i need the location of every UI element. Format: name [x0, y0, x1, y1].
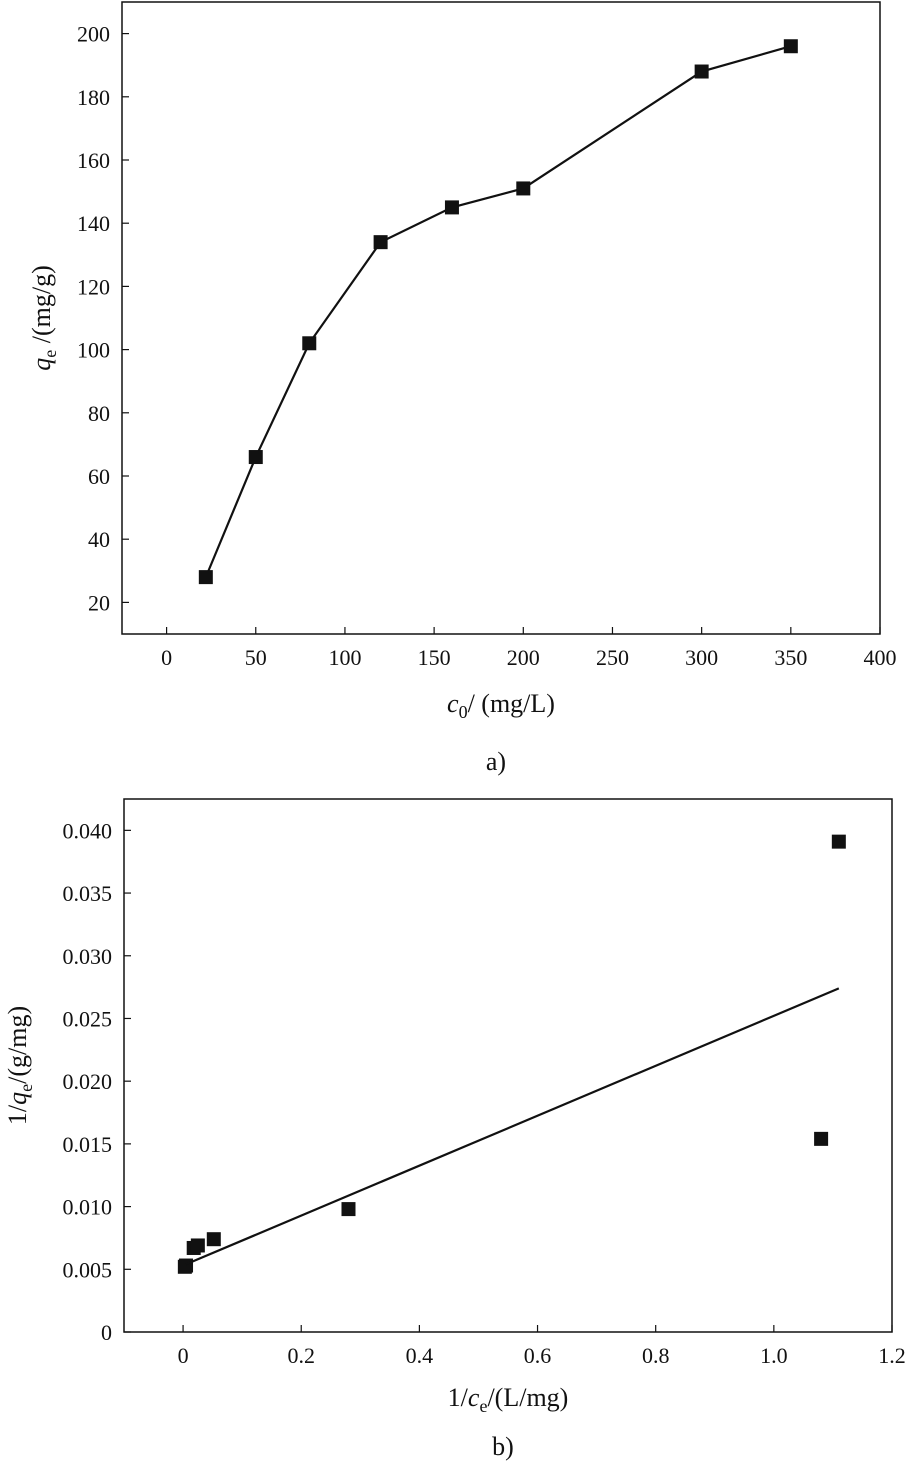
data-point: [831, 834, 846, 849]
x-axis-label: 1/ce/(L/mg): [448, 1383, 569, 1416]
y-tick-label: 180: [77, 85, 110, 110]
y-tick-label: 0.025: [63, 1006, 113, 1031]
data-point: [814, 1131, 829, 1146]
y-tick-label: 0.040: [63, 818, 113, 843]
data-point: [198, 570, 213, 585]
y-tick-label: 0.010: [63, 1195, 113, 1220]
y-tick-label: 0.005: [63, 1257, 113, 1282]
data-point: [341, 1202, 356, 1217]
data-point: [179, 1258, 194, 1273]
y-tick-label: 0.035: [63, 881, 113, 906]
y-tick-label: 0.020: [63, 1069, 113, 1094]
series-line: [204, 45, 792, 578]
y-tick-label: 140: [77, 211, 110, 236]
y-tick-label: 0: [101, 1320, 112, 1345]
data-point: [444, 200, 459, 215]
data-point: [206, 1232, 221, 1247]
plot-frame: [121, 1, 881, 635]
y-tick-label: 100: [77, 338, 110, 363]
fit-line: [185, 987, 840, 1266]
y-tick-label: 160: [77, 148, 110, 173]
data-point: [248, 450, 263, 465]
x-tick-label: 0.6: [524, 1343, 552, 1368]
y-axis-label: 1/qe/(g/mg): [3, 1006, 36, 1125]
data-point: [694, 64, 709, 79]
y-axis-label: qe /(mg/g): [27, 265, 60, 371]
data-point: [516, 181, 531, 196]
x-tick-label: 0.2: [287, 1343, 315, 1368]
y-tick-label: 20: [88, 590, 110, 615]
x-tick-label: 1.2: [878, 1343, 906, 1368]
x-tick-label: 350: [774, 645, 807, 670]
data-point: [373, 235, 388, 250]
y-tick-label: 0.030: [63, 944, 113, 969]
y-tick-label: 200: [77, 22, 110, 47]
x-axis-label: c0/ (mg/L): [447, 689, 555, 722]
x-tick-label: 0.4: [406, 1343, 434, 1368]
x-tick-label: 400: [864, 645, 897, 670]
x-tick-label: 100: [328, 645, 361, 670]
panel-label: a): [486, 747, 506, 776]
y-tick-label: 120: [77, 274, 110, 299]
x-tick-label: 0: [161, 645, 172, 670]
y-tick-label: 60: [88, 464, 110, 489]
y-tick-label: 0.015: [63, 1132, 113, 1157]
y-tick-label: 40: [88, 527, 110, 552]
data-point: [190, 1238, 205, 1253]
x-tick-label: 0.8: [642, 1343, 670, 1368]
x-tick-label: 250: [596, 645, 629, 670]
x-tick-label: 200: [507, 645, 540, 670]
chart-panel-a: 0 50 100 150 200 250 300 350 400 20 40 60 80 100 120 14…: [27, 1, 897, 776]
data-point: [783, 39, 798, 54]
data-point: [302, 336, 317, 351]
x-tick-label: 300: [685, 645, 718, 670]
x-tick-label: 50: [245, 645, 267, 670]
panel-label: b): [492, 1432, 514, 1461]
x-tick-label: 150: [418, 645, 451, 670]
plot-frame: [123, 798, 893, 1333]
x-tick-label: 0: [178, 1343, 189, 1368]
x-tick-label: 1.0: [760, 1343, 788, 1368]
chart-panel-b: 0 0.2 0.4 0.6 0.8 1.0 1.2 0 0.005 0.010 0.015 0.020…: [3, 798, 906, 1461]
y-tick-label: 80: [88, 401, 110, 426]
